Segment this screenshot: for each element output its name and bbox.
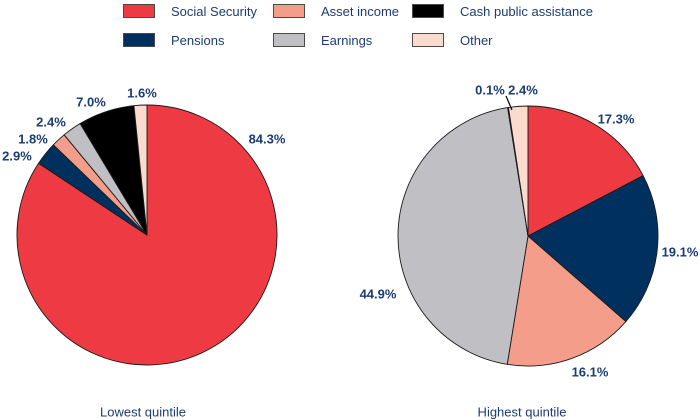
label-lowest-asset-income: 1.8% xyxy=(18,131,48,147)
legend-item-earnings: Earnings xyxy=(273,32,372,48)
legend-swatch-asset-income xyxy=(273,4,305,18)
legend-label-pensions: Pensions xyxy=(171,32,225,48)
legend-swatch-pensions xyxy=(123,33,155,47)
legend-item-social-security: Social Security xyxy=(123,3,257,19)
pie-highest-slice-earnings xyxy=(397,107,529,365)
legend-item-other: Other xyxy=(412,32,493,48)
legend-label-asset-income: Asset income xyxy=(321,3,400,19)
pie-highest-slice-social-security xyxy=(527,105,644,237)
label-highest-asset-income: 16.1% xyxy=(571,364,609,380)
label-highest-pensions: 19.1% xyxy=(661,244,699,260)
label-lowest-earnings: 2.4% xyxy=(36,114,66,130)
label-lowest-other: 1.6% xyxy=(127,85,157,101)
legend-item-cash-public-assistance: Cash public assistance xyxy=(412,3,593,19)
legend-item-pensions: Pensions xyxy=(123,32,224,48)
legend-item-asset-income: Asset income xyxy=(273,3,399,19)
leader-line-cash-public-assistance xyxy=(505,95,513,111)
label-highest-cash-public-assistance: 0.1% xyxy=(475,82,505,98)
pie-lowest-slice-other xyxy=(133,104,148,236)
pie-highest-slice-other xyxy=(508,105,529,237)
label-lowest-cash-public-assistance: 7.0% xyxy=(76,94,106,110)
label-highest-other: 2.4% xyxy=(508,82,538,98)
caption-highest-quintile: Highest quintile xyxy=(477,404,567,420)
legend-swatch-other xyxy=(412,33,444,47)
pie-highest-slice-asset-income xyxy=(506,235,627,367)
legend-label-other: Other xyxy=(460,32,493,48)
legend-label-cash-public-assistance: Cash public assistance xyxy=(460,3,593,19)
caption-lowest-quintile: Lowest quintile xyxy=(100,404,186,420)
pie-lowest-slice-social-security xyxy=(16,104,278,366)
legend-swatch-earnings xyxy=(273,33,305,47)
label-highest-social-security: 17.3% xyxy=(597,111,635,127)
label-lowest-pensions: 2.9% xyxy=(2,148,32,164)
legend-label-earnings: Earnings xyxy=(321,32,373,48)
legend-swatch-cash-public-assistance xyxy=(412,4,444,18)
legend-swatch-social-security xyxy=(123,4,155,18)
legend-label-social-security: Social Security xyxy=(171,3,257,19)
label-highest-earnings: 44.9% xyxy=(359,286,397,302)
label-lowest-social-security: 84.3% xyxy=(248,131,286,147)
pie-highest-slice-pensions xyxy=(527,175,659,323)
